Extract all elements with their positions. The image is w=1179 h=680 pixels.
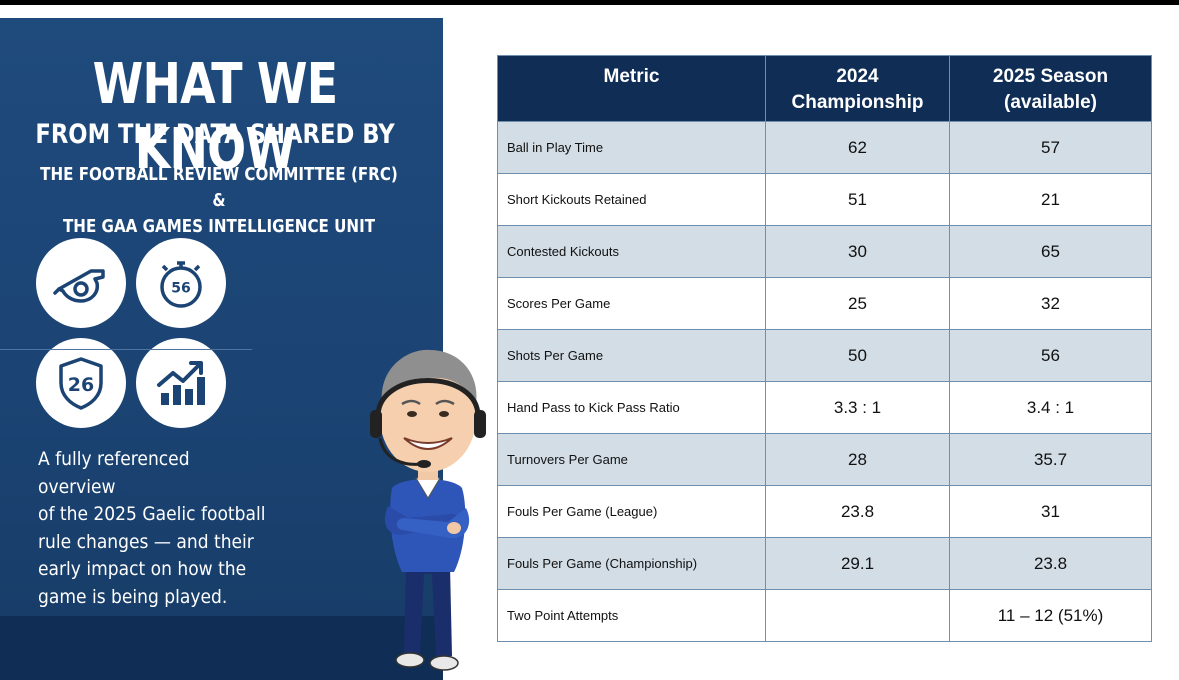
table-header-row: Metric 2024 Championship 2025 Season (av…: [497, 55, 1152, 122]
metric-name: Two Point Attempts: [497, 589, 766, 642]
metric-name: Contested Kickouts: [497, 225, 766, 278]
table-row: Contested Kickouts 30 65: [497, 225, 1152, 278]
value-2024: 62: [765, 121, 950, 174]
table-row: Ball in Play Time 62 57: [497, 121, 1152, 174]
value-2025: 65: [949, 225, 1152, 278]
value-2024: 51: [765, 173, 950, 226]
table-row: Two Point Attempts 11 – 12 (51%): [497, 589, 1152, 642]
panel-divider: [0, 349, 252, 350]
whistle-icon: [36, 238, 126, 328]
value-2024: 25: [765, 277, 950, 330]
table-row: Shots Per Game 50 56: [497, 329, 1152, 382]
value-2024: 30: [765, 225, 950, 278]
header-2024: 2024 Championship: [765, 55, 950, 122]
metric-name: Fouls Per Game (League): [497, 485, 766, 538]
header-2025-line1: 2025 Season: [992, 66, 1109, 87]
value-2024: 23.8: [765, 485, 950, 538]
value-2024: 50: [765, 329, 950, 382]
blurb-line: game is being played.: [38, 585, 228, 608]
blurb-line: A fully referenced overview: [38, 448, 190, 498]
table-row: Scores Per Game 25 32: [497, 277, 1152, 330]
metric-name: Turnovers Per Game: [497, 433, 766, 486]
commentator-illustration: [370, 349, 486, 671]
metric-name: Hand Pass to Kick Pass Ratio: [497, 381, 766, 434]
panel-footer: [0, 616, 443, 680]
blurb-line: early impact on how the: [38, 558, 247, 580]
value-2025: 21: [949, 173, 1152, 226]
panel-subtitle: FROM THE DATA SHARED BY: [35, 119, 395, 150]
source-line-2: THE GAA GAMES INTELLIGENCE UNIT: [62, 216, 376, 237]
table-row: Hand Pass to Kick Pass Ratio 3.3 : 1 3.4…: [497, 381, 1152, 434]
header-2025: 2025 Season (available): [949, 55, 1152, 122]
blurb-line: rule changes — and their: [38, 530, 254, 553]
value-2024: 28: [765, 433, 950, 486]
value-2025: 32: [949, 277, 1152, 330]
value-2025: 23.8: [949, 537, 1152, 590]
info-panel: WHAT WE KNOW FROM THE DATA SHARED BY THE…: [0, 18, 443, 680]
table-row: Short Kickouts Retained 51 21: [497, 173, 1152, 226]
value-2025: 35.7: [949, 433, 1152, 486]
metric-name: Scores Per Game: [497, 277, 766, 330]
table-row: Fouls Per Game (League) 23.8 31: [497, 485, 1152, 538]
value-2024: [765, 589, 950, 642]
metric-name: Ball in Play Time: [497, 121, 766, 174]
value-2025: 57: [949, 121, 1152, 174]
metrics-table: Metric 2024 Championship 2025 Season (av…: [497, 55, 1152, 642]
stopwatch-label: 56: [171, 281, 190, 297]
value-2025: 31: [949, 485, 1152, 538]
panel-description: A fully referenced overview of the 2025 …: [38, 446, 272, 611]
header-metric: Metric: [497, 55, 766, 122]
header-2025-line2: (available): [1004, 92, 1097, 113]
panel-title: WHAT WE KNOW: [92, 52, 338, 182]
value-2025: 11 – 12 (51%): [949, 589, 1152, 642]
table-row: Fouls Per Game (Championship) 29.1 23.8: [497, 537, 1152, 590]
metric-name: Fouls Per Game (Championship): [497, 537, 766, 590]
metric-name: Short Kickouts Retained: [497, 173, 766, 226]
panel-source: THE FOOTBALL REVIEW COMMITTEE (FRC) & TH…: [35, 162, 403, 240]
shield-label: 26: [68, 374, 94, 396]
top-border: [0, 0, 1179, 5]
shield-icon: 26: [36, 338, 126, 428]
header-2024-line2: Championship: [791, 92, 924, 113]
value-2025: 56: [949, 329, 1152, 382]
value-2024: 29.1: [765, 537, 950, 590]
growth-chart-icon: [136, 338, 226, 428]
table-row: Turnovers Per Game 28 35.7: [497, 433, 1152, 486]
value-2024: 3.3 : 1: [765, 381, 950, 434]
metric-name: Shots Per Game: [497, 329, 766, 382]
stopwatch-icon: 56: [136, 238, 226, 328]
value-2025: 3.4 : 1: [949, 381, 1152, 434]
source-line-1: THE FOOTBALL REVIEW COMMITTEE (FRC) &: [40, 164, 398, 211]
header-2024-line1: 2024: [836, 66, 879, 87]
blurb-line: of the 2025 Gaelic football: [38, 503, 266, 525]
